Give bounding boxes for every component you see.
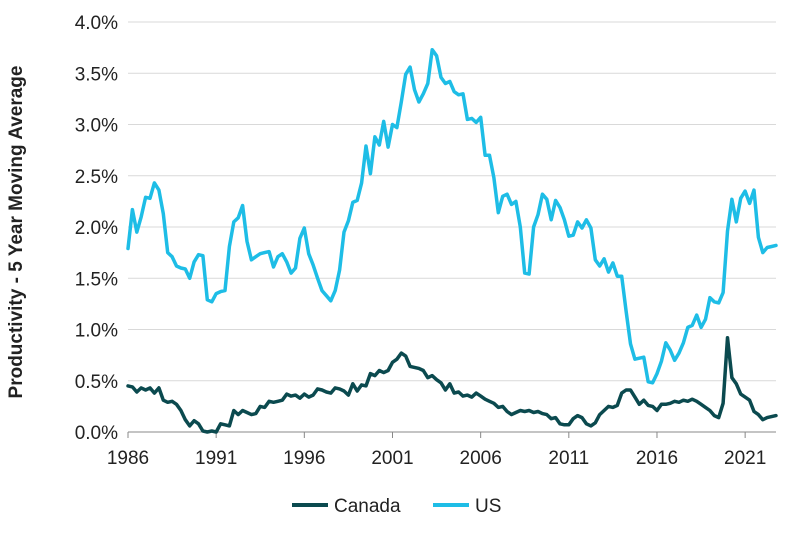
y-tick-label: 4.0% [75,13,118,34]
y-axis-label: Productivity - 5 Year Moving Average [6,66,27,399]
series-line-us [126,47,778,385]
x-tick-label: 2016 [636,448,678,469]
y-tick-label: 0.5% [75,372,118,393]
y-axis-ticks: 0.0% 0.5% 1.0% 1.5% 2.0% 2.5% 3.0% 3.5% 4.0% [75,13,118,444]
y-tick-label: 0.0% [75,423,118,444]
y-tick-label: 2.0% [75,218,118,239]
x-tick-label: 2011 [548,448,589,469]
x-tick-label: 2006 [460,448,502,469]
gridlines [128,21,776,382]
y-tick-label: 2.5% [75,167,118,188]
series-line-canada [126,335,778,434]
legend: Canada US [292,496,501,517]
x-tick-label: 1991 [195,448,237,469]
y-tick-label: 3.0% [75,116,118,137]
legend-label-canada: Canada [334,496,401,517]
x-tick-label: 2021 [724,448,766,469]
y-tick-label: 1.5% [75,269,118,290]
legend-label-us: US [475,496,501,517]
x-tick-label: 1996 [283,448,325,469]
x-tick-label: 2001 [371,448,413,469]
x-axis-ticks: 1986 1991 1996 2001 2006 2011 2016 2021 [107,432,766,469]
y-tick-label: 3.5% [75,64,118,85]
x-tick-label: 1986 [107,448,149,469]
series-lines [126,47,778,434]
y-tick-label: 1.0% [75,321,118,342]
